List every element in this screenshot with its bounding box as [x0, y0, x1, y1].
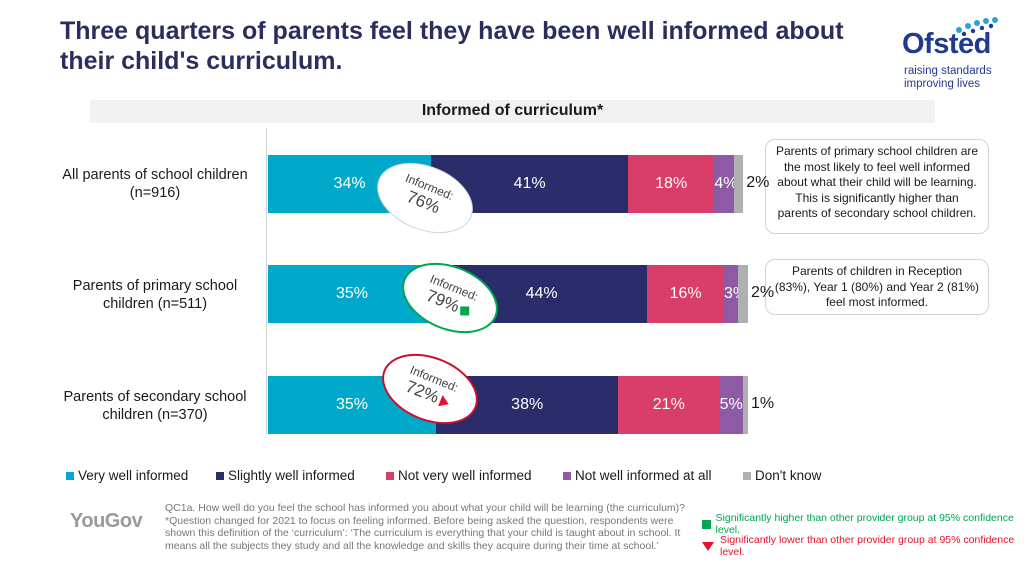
sig-higher-icon [459, 306, 469, 316]
data-label: 21% [652, 396, 685, 413]
legend-item: Not very well informed [386, 468, 532, 483]
footnote-question: QC1a. How well do you feel the school ha… [165, 502, 686, 514]
sig-lower-text: Significantly lower than other provider … [720, 534, 1015, 558]
legend-label: Slightly well informed [228, 468, 355, 483]
logo-wordmark: Ofsted [902, 28, 991, 60]
legend-swatch [563, 471, 571, 480]
footnote: QC1a. How well do you feel the school ha… [165, 502, 695, 552]
data-label: 2% [746, 174, 770, 191]
chart-title: Informed of curriculum* [421, 102, 604, 119]
data-label: 44% [525, 285, 558, 302]
legend-item: Slightly well informed [216, 468, 355, 483]
category-label-1: Parents of primary school children (n=51… [72, 278, 238, 312]
bar-segment [733, 155, 744, 213]
chart-legend: Very well informed Slightly well informed… [66, 468, 886, 486]
footnote-definition: *Question changed for 2021 to focus on f… [165, 514, 681, 552]
category-label-2: Parents of secondary school children (n=… [63, 389, 247, 423]
legend-swatch [66, 471, 74, 480]
sig-lower-legend: Significantly lower than other provider … [702, 534, 1024, 558]
data-label: 16% [669, 285, 702, 302]
data-label: 1% [751, 395, 775, 412]
sig-higher-text: Significantly higher than other provider… [715, 512, 1014, 536]
logo-tagline-2: improving lives [904, 78, 981, 90]
legend-label: Very well informed [78, 468, 189, 483]
yougov-logo: YouGov [70, 510, 143, 532]
page-title: Three quarters of parents feel they have… [60, 17, 844, 75]
data-label: 35% [335, 285, 369, 302]
callout-reception-year-groups: Parents of children in Reception (83%), … [765, 259, 989, 315]
category-label-0: All parents of school children (n=916) [62, 167, 248, 201]
category-axis-line [266, 128, 267, 434]
logo-tagline-1: raising standards [904, 65, 992, 77]
bar-segment: 3% [723, 265, 748, 323]
data-label: 2% [751, 284, 775, 301]
bar-segment: 18% [627, 155, 715, 213]
bar-segment: 5% [719, 376, 744, 434]
bar-row: 35% 38% 21% 5% [268, 376, 748, 434]
logo-tagline: raising standards improving lives [904, 65, 992, 91]
bar-segment: 41% [431, 155, 628, 213]
ofsted-logo: Ofsted raising standards improving lives [900, 16, 1010, 96]
legend-label: Not well informed at all [575, 468, 712, 483]
data-label: 38% [511, 396, 544, 413]
data-label: 5% [719, 396, 743, 413]
data-label: 18% [655, 175, 688, 192]
data-label: 34% [333, 175, 366, 192]
legend-item: Not well informed at all [563, 468, 712, 483]
legend-swatch [743, 471, 751, 480]
data-label: 35% [335, 396, 369, 413]
legend-label: Don't know [755, 468, 822, 483]
legend-swatch [216, 471, 224, 480]
legend-item: Don't know [743, 468, 821, 483]
legend-label: Not very well informed [398, 468, 532, 483]
bar-segment: 16% [647, 265, 724, 323]
sig-lower-icon [702, 541, 714, 551]
sig-higher-icon [702, 519, 711, 529]
logo-stars-icon [956, 17, 998, 36]
chart-header-band [90, 100, 935, 123]
callout-primary-most-informed: Parents of primary school children are t… [765, 139, 989, 234]
legend-item: Very well informed [66, 468, 188, 483]
data-label: 41% [513, 175, 546, 192]
bar-segment [738, 265, 748, 323]
bar-row: 34% 41% 18% 4% [268, 155, 744, 213]
bar-segment [743, 376, 748, 434]
data-label: 4% [714, 175, 738, 192]
bar-segment: 21% [618, 376, 720, 434]
sig-lower-icon [438, 394, 452, 410]
sig-higher-legend: Significantly higher than other provider… [702, 512, 1024, 536]
legend-swatch [386, 471, 394, 480]
bar-segment: 4% [714, 155, 738, 213]
data-label: 3% [723, 285, 748, 302]
bar-row: 35% 44% 16% 3% [268, 265, 748, 323]
